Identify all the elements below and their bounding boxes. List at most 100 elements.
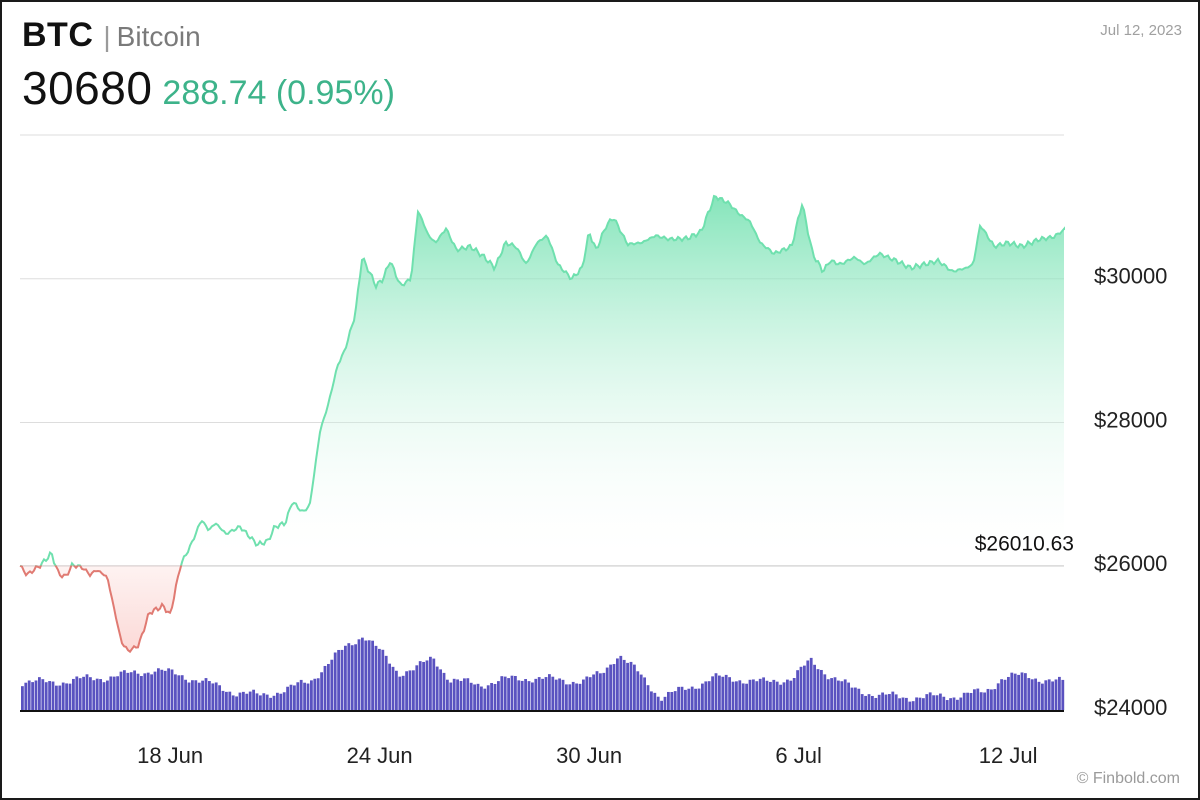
volume-bar bbox=[276, 692, 279, 710]
volume-bar bbox=[969, 692, 973, 710]
asset-name: Bitcoin bbox=[116, 21, 201, 52]
volume-bar bbox=[514, 675, 517, 710]
volume-bar bbox=[177, 675, 181, 710]
volume-bar bbox=[996, 683, 1000, 710]
volume-bar bbox=[823, 674, 827, 710]
volume-bar bbox=[476, 683, 480, 710]
volume-bar bbox=[446, 679, 449, 710]
volume-bar bbox=[184, 679, 187, 710]
volume-bar bbox=[860, 694, 864, 710]
volume-bar bbox=[367, 640, 371, 710]
volume-bar bbox=[238, 692, 242, 710]
volume-bar bbox=[772, 679, 776, 710]
volume-bar bbox=[697, 688, 701, 710]
volume-bar bbox=[483, 688, 487, 710]
volume-bar bbox=[490, 682, 493, 710]
volume-bar bbox=[1041, 683, 1044, 710]
volume-bar bbox=[146, 672, 150, 710]
volume-bar bbox=[286, 686, 289, 710]
volume-bar bbox=[357, 639, 361, 710]
volume-bar bbox=[391, 666, 395, 710]
current-price: 30680 bbox=[22, 62, 153, 114]
volume-bar bbox=[259, 695, 262, 710]
volume-bar bbox=[340, 649, 344, 710]
volume-bar bbox=[636, 671, 640, 710]
volume-bar bbox=[1010, 672, 1014, 710]
volume-bar bbox=[265, 694, 269, 710]
price-area-above bbox=[40, 196, 1064, 566]
volume-bar bbox=[779, 684, 782, 710]
volume-bar bbox=[1000, 679, 1003, 710]
ticker-line: BTC | Bitcoin bbox=[22, 16, 395, 55]
volume-bar bbox=[405, 671, 408, 710]
volume-bar bbox=[701, 683, 704, 710]
volume-bar bbox=[731, 681, 735, 710]
volume-bar bbox=[55, 685, 58, 710]
volume-bar bbox=[595, 671, 599, 710]
volume-bar bbox=[252, 689, 255, 710]
volume-bar bbox=[167, 668, 170, 710]
volume-bar bbox=[959, 697, 963, 710]
ticker-symbol: BTC bbox=[22, 16, 94, 54]
volume-bar bbox=[745, 683, 748, 710]
volume-bar bbox=[109, 676, 113, 710]
volume-bar bbox=[871, 695, 874, 710]
volume-bar bbox=[837, 680, 840, 710]
volume-bar bbox=[830, 678, 833, 710]
volume-bar bbox=[867, 694, 871, 710]
volume-bar bbox=[769, 681, 772, 710]
volume-bar bbox=[354, 644, 357, 710]
volume-bar bbox=[809, 657, 813, 710]
volume-bar bbox=[806, 660, 810, 710]
volume-bar bbox=[289, 684, 293, 710]
volume-bar bbox=[191, 680, 194, 710]
volume-bar bbox=[905, 697, 908, 710]
volume-bar bbox=[364, 640, 368, 710]
volume-bar bbox=[469, 682, 473, 710]
volume-bar bbox=[840, 681, 844, 710]
volume-bar bbox=[456, 679, 459, 710]
volume-bar bbox=[92, 680, 96, 710]
volume-bar bbox=[629, 661, 633, 710]
area-layer bbox=[20, 196, 1064, 652]
volume-bar bbox=[738, 680, 742, 710]
volume-bar bbox=[561, 679, 565, 710]
volume-bar bbox=[612, 664, 616, 710]
volume-bar bbox=[786, 679, 789, 710]
volume-bar bbox=[473, 684, 476, 710]
volume-bar bbox=[72, 678, 75, 710]
volume-bar bbox=[330, 659, 334, 710]
volume-bar bbox=[585, 676, 589, 710]
volume-bar bbox=[833, 677, 837, 710]
volume-bar bbox=[626, 662, 629, 710]
volume-bar bbox=[231, 695, 235, 710]
volume-bar bbox=[911, 701, 915, 710]
volume-bar bbox=[888, 694, 891, 710]
volume-bar bbox=[718, 675, 721, 710]
volume-bar bbox=[361, 637, 364, 710]
volume-bar bbox=[459, 680, 463, 710]
volume-bar bbox=[690, 686, 694, 710]
volume-bar bbox=[442, 672, 446, 710]
x-tick-label: 12 Jul bbox=[979, 743, 1038, 768]
volume-bar bbox=[296, 682, 300, 710]
volume-bar bbox=[388, 663, 391, 710]
volume-bar bbox=[89, 677, 92, 710]
volume-bar bbox=[180, 675, 184, 710]
volume-bar bbox=[1007, 676, 1010, 710]
volume-bar bbox=[214, 682, 218, 710]
volume-bar bbox=[201, 680, 204, 710]
volume-bar bbox=[650, 691, 653, 710]
line-layer bbox=[19, 194, 1065, 654]
volume-bar bbox=[721, 676, 725, 710]
volume-bar bbox=[1054, 679, 1058, 710]
volume-bar bbox=[422, 661, 425, 710]
label-layer: $24000 $26000 $28000 $30000 18 Jun 24 Jun 30 J… bbox=[137, 264, 1167, 768]
volume-bar bbox=[221, 690, 225, 710]
volume-bar bbox=[677, 686, 680, 710]
volume-bar bbox=[337, 649, 340, 710]
volume-bar bbox=[680, 686, 684, 710]
volume-bar bbox=[847, 682, 850, 710]
volume-bar bbox=[204, 678, 208, 710]
volume-bar bbox=[452, 678, 456, 710]
